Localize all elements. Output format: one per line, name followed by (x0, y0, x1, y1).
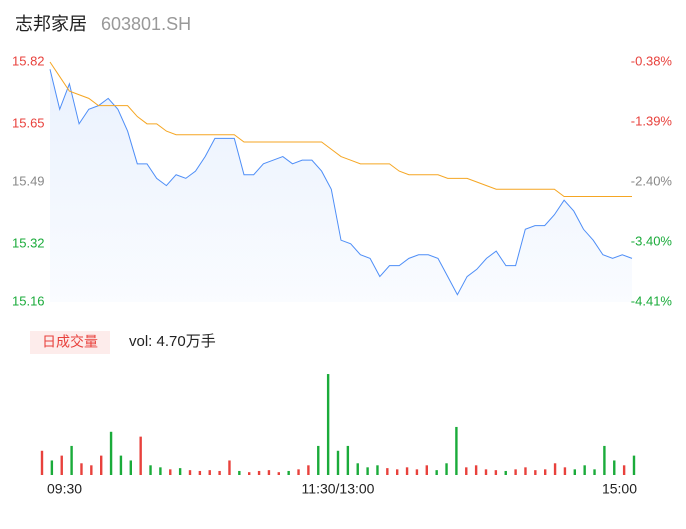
y-tick-label: 15.82 (12, 53, 45, 68)
volume-bar (198, 470, 202, 475)
chart-subtitle: 603801.SH (101, 14, 191, 34)
volume-bar (455, 426, 458, 475)
volume-bar (159, 467, 162, 475)
volume-bar (90, 465, 93, 475)
volume-bar (583, 465, 586, 475)
volume-bar (307, 465, 310, 475)
volume-bar (415, 469, 419, 475)
y-tick-label: 15.65 (12, 115, 45, 130)
volume-bar (149, 465, 152, 475)
volume-bar (632, 455, 636, 475)
y2-tick-label: -1.39% (631, 114, 673, 129)
volume-bar (50, 460, 54, 475)
volume-bar (267, 470, 271, 475)
volume-bar (169, 469, 172, 475)
volume-bar (257, 470, 261, 475)
volume-bar (287, 470, 290, 475)
y2-tick-label: -3.40% (631, 233, 673, 248)
volume-bar (386, 468, 389, 475)
x-tick-label: 09:30 (47, 481, 82, 497)
volume-bar (622, 465, 626, 475)
volume-bar (70, 445, 73, 475)
volume-bar (188, 470, 192, 475)
volume-bar (208, 470, 211, 475)
price-area (50, 69, 632, 302)
volume-bar (119, 455, 123, 475)
volume-bar (593, 469, 596, 475)
x-tick-label: 15:00 (602, 481, 637, 497)
volume-bar (109, 431, 113, 475)
volume-bar (356, 463, 359, 475)
volume-bar (465, 467, 468, 475)
volume-bar (504, 470, 507, 475)
volume-bar (534, 470, 537, 475)
volume-bar (336, 450, 340, 475)
volume-annotation: vol: 4.70万手 (129, 333, 216, 350)
x-tick-label: 11:30/13:00 (302, 481, 375, 497)
volume-bar (228, 460, 231, 475)
volume-bar (100, 455, 103, 475)
volume-bar (376, 465, 379, 475)
volume-bar (366, 467, 369, 475)
volume-bar (178, 468, 182, 475)
volume-bar (474, 465, 478, 475)
y2-tick-label: -0.38% (631, 53, 673, 68)
volume-bar (139, 436, 142, 475)
volume-bar (80, 463, 83, 475)
volume-bar (238, 470, 241, 475)
volume-bar (129, 460, 132, 475)
volume-bar (396, 469, 399, 475)
volume-bar (346, 445, 350, 475)
volume-bar (603, 445, 606, 475)
volume-bar (297, 469, 300, 475)
volume-bar (494, 470, 498, 475)
volume-bar (613, 460, 616, 475)
y-tick-label: 15.16 (12, 293, 45, 308)
label-box (30, 331, 110, 354)
volume-bar (553, 463, 557, 475)
volume-bar (573, 469, 576, 475)
volume-bar (277, 472, 280, 475)
chart-title: 志邦家居 (15, 14, 87, 34)
volume-bar (484, 469, 488, 475)
y2-tick-label: -2.40% (631, 174, 673, 189)
volume-bar (435, 470, 438, 475)
volume-bar (248, 472, 251, 475)
volume-bar (60, 455, 63, 475)
volume-bar (218, 470, 221, 475)
volume-bar (563, 467, 567, 475)
y-tick-label: 15.49 (12, 173, 45, 188)
y2-tick-label: -4.41% (631, 293, 673, 308)
volume-bar (317, 445, 320, 475)
volume-bar (425, 465, 428, 475)
volume-label: 日成交量 (42, 334, 98, 350)
volume-bar (40, 450, 44, 475)
volume-bar (326, 374, 330, 475)
volume-bar (405, 467, 409, 475)
line-average (49, 61, 632, 198)
line-price (49, 69, 633, 296)
volume-bar (524, 467, 527, 475)
volume-bar (445, 463, 448, 475)
volume-bar (514, 469, 517, 475)
y-tick-label: 15.32 (12, 235, 45, 250)
volume-bar (544, 469, 547, 475)
